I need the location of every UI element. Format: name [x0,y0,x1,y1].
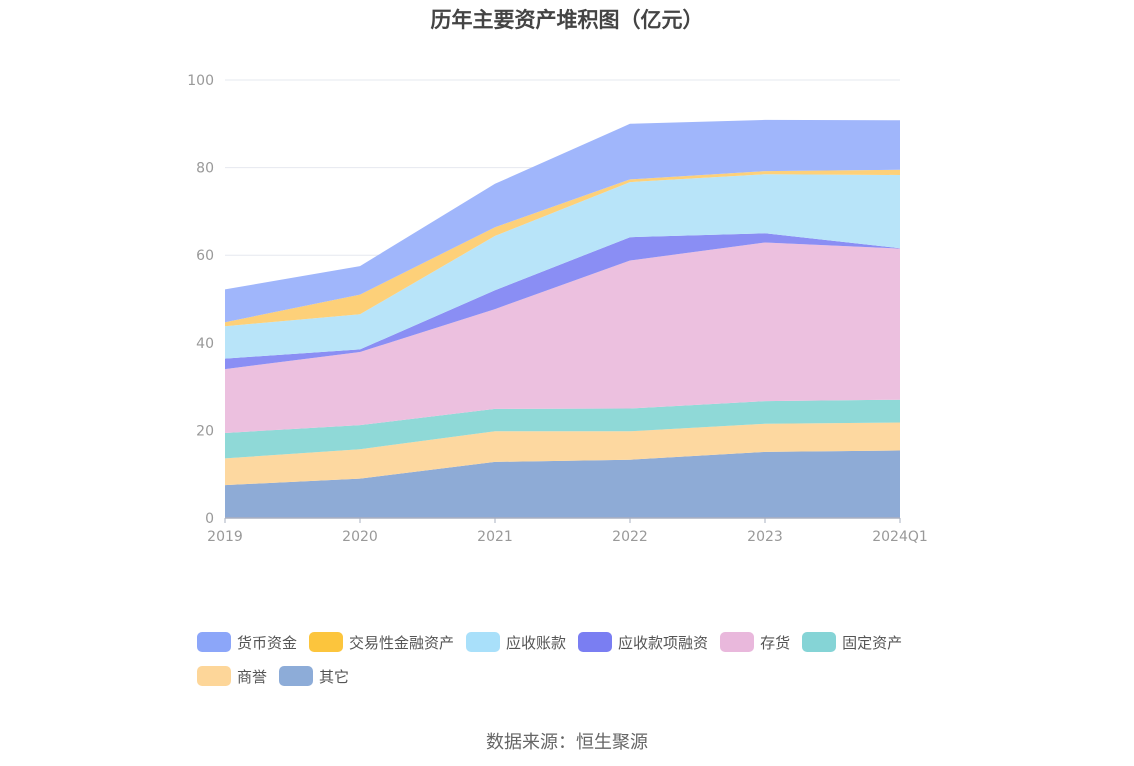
area-series-交易性金融资产[interactable] [225,169,900,327]
legend-item[interactable]: 交易性金融资产 [309,631,454,653]
area-series-商誉[interactable] [225,422,900,486]
legend-swatch [279,666,314,686]
x-tick-label: 2020 [342,529,378,545]
area-series-应收账款[interactable] [225,174,900,359]
x-tick-label: 2019 [207,529,243,545]
x-tick-label: 2022 [612,529,648,545]
y-tick-label: 0 [205,511,214,527]
area-series-layer [225,119,900,519]
legend-swatch [578,632,613,652]
source-note: 数据来源：恒生聚源 [486,732,648,753]
legend-label: 应收账款 [506,633,567,652]
y-tick-label: 60 [196,248,214,264]
x-tick-label: 2023 [747,529,783,545]
legend-item[interactable]: 存货 [720,631,790,653]
legend-label: 货币资金 [237,633,298,652]
area-series-其它[interactable] [225,450,900,519]
legend-swatch [720,632,755,652]
legend-item[interactable]: 应收账款 [466,631,566,653]
chart-title: 历年主要资产堆积图（亿元） [430,8,704,32]
x-tick-label: 2024Q1 [872,529,928,545]
legend-label: 商誉 [237,667,268,686]
legend-item[interactable]: 固定资产 [802,631,902,653]
y-tick-label: 100 [187,73,214,89]
y-tick-label: 80 [196,161,214,177]
legend-label: 固定资产 [842,633,903,652]
legend-item[interactable]: 货币资金 [197,631,297,653]
legend-swatch [197,632,231,652]
area-series-固定资产[interactable] [225,399,900,459]
area-series-存货[interactable] [225,242,900,434]
legend-swatch [309,632,344,652]
y-tick-label: 40 [196,336,214,352]
y-tick-label: 20 [196,423,214,439]
area-series-货币资金[interactable] [225,119,900,323]
legend-swatch [802,632,837,652]
legend-item[interactable]: 其它 [279,665,349,687]
legend-swatch [197,666,231,686]
x-tick-label: 2021 [477,529,513,545]
legend-label: 存货 [760,633,791,652]
axes: 0 20 40 60 80 100 2019 2020 2021 2022 2023 2024Q1 [187,73,928,545]
legend-item[interactable]: 应收款项融资 [578,631,708,653]
legend-item[interactable]: 商誉 [197,665,267,687]
area-series-应收款项融资[interactable] [225,233,900,370]
chart-plot: 0 20 40 60 80 100 2019 2020 2021 2022 2023 2024Q1 [187,73,928,545]
legend-swatch [466,632,501,652]
legend-label: 其它 [319,667,350,686]
legend-label: 交易性金融资产 [349,633,455,652]
legend-label: 应收款项融资 [618,633,709,652]
legend: 货币资金 交易性金融资产 应收账款 应收款项融资 存货 固定资产商誉 其它 [197,631,957,699]
